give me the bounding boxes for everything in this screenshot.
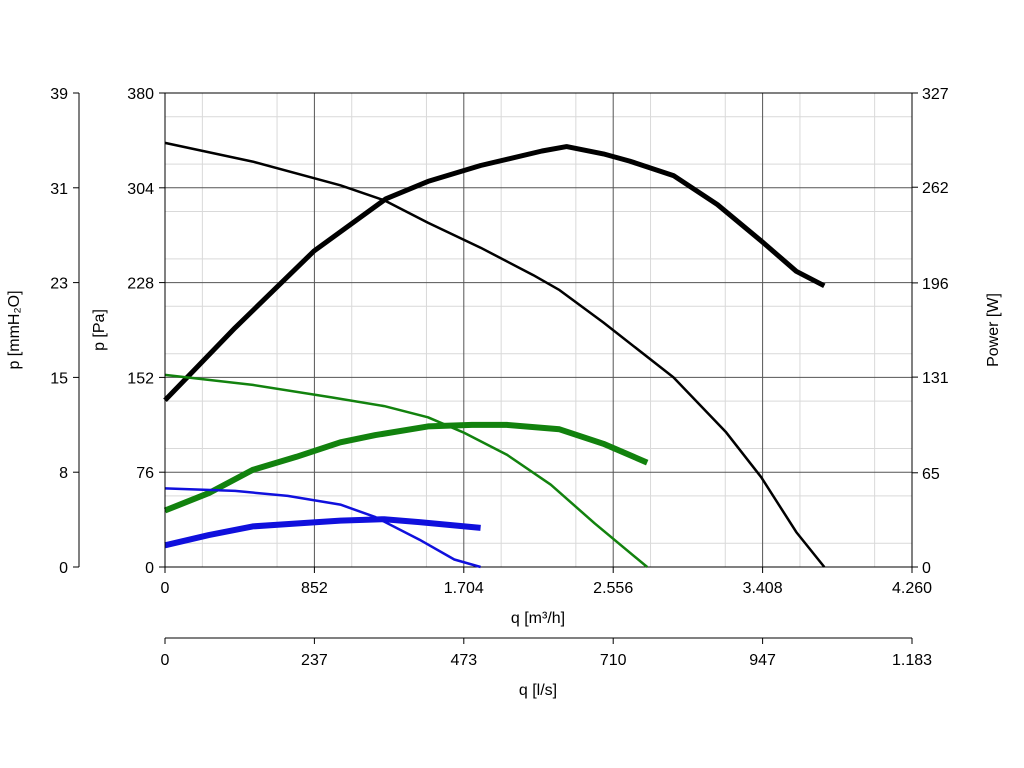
- x-axis-label: q [m³/h]: [511, 610, 565, 627]
- x2-tick-label: 947: [749, 652, 776, 669]
- x2-tick-label: 237: [301, 652, 328, 669]
- x2-axis-label: q [l/s]: [519, 682, 557, 699]
- y2-tick-label: 327: [922, 86, 949, 103]
- y2-tick-label: 196: [922, 276, 949, 293]
- series-pressure-curve-1: [164, 141, 826, 568]
- major-gridlines: [165, 93, 912, 567]
- y-tick-label: 380: [127, 86, 154, 103]
- y-tick-label: 304: [127, 181, 154, 198]
- series-pressure-curve-3: [164, 373, 648, 568]
- x-tick-label: 4.260: [892, 580, 932, 597]
- y-outer-tick-label: 0: [59, 560, 68, 577]
- y-outer-tick-label: 39: [50, 86, 68, 103]
- x-tick-label: 3.408: [743, 580, 783, 597]
- y-outer-tick-label: 23: [50, 276, 68, 293]
- x-tick-label: 1.704: [444, 580, 484, 597]
- y2-axis-label: Power [W]: [985, 293, 1002, 367]
- minor-gridlines: [165, 93, 912, 567]
- y2-tick-label: 262: [922, 180, 949, 197]
- y-axis-label: p [Pa]: [91, 309, 108, 351]
- y-tick-label: 0: [145, 560, 154, 577]
- y-outer-tick-label: 15: [50, 370, 68, 387]
- series-power-curve-2: [163, 144, 826, 403]
- series-lines: [163, 141, 826, 569]
- y-tick-label: 228: [127, 276, 154, 293]
- series-power-curve-4: [163, 421, 649, 514]
- x2-tick-label: 0: [161, 652, 170, 669]
- axes: [73, 92, 918, 644]
- y2-tick-label: 131: [922, 370, 949, 387]
- x-tick-label: 2.556: [593, 580, 633, 597]
- x2-tick-label: 1.183: [892, 652, 932, 669]
- x2-tick-label: 710: [600, 652, 627, 669]
- series-power-curve-6: [164, 516, 481, 549]
- y-tick-label: 152: [127, 370, 154, 387]
- y-outer-axis-label: p [mmH₂O]: [6, 290, 23, 369]
- y-outer-tick-label: 31: [50, 181, 68, 198]
- y-outer-tick-label: 8: [59, 465, 68, 482]
- axis-tick-labels: 0 76 152 228 304 380 0 8 15 23 31 39 0 65 131 196 262 327…: [50, 86, 949, 669]
- x2-tick-label: 473: [450, 652, 477, 669]
- y2-tick-label: 65: [922, 466, 940, 483]
- y-tick-label: 76: [136, 465, 154, 482]
- y2-tick-label: 0: [922, 560, 931, 577]
- series-pressure-curve-5: [164, 487, 481, 569]
- x-tick-label: 852: [301, 580, 328, 597]
- x-tick-label: 0: [161, 580, 170, 597]
